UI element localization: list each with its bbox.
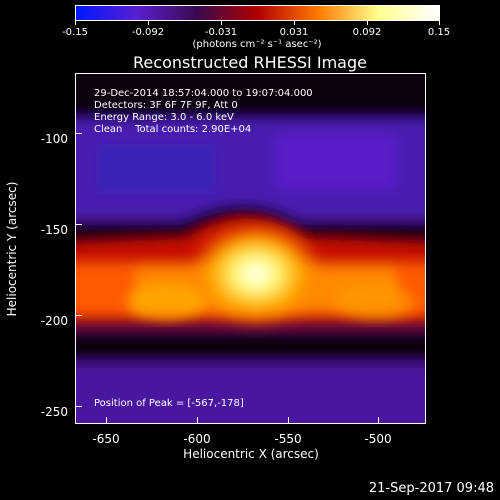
x-tick-label: -650 (92, 432, 120, 446)
x-tick-label: -550 (274, 432, 302, 446)
colorbar (75, 5, 440, 21)
y-tick-mark (76, 133, 82, 134)
y-tick-label: -100 (40, 132, 68, 146)
y-tick-mark (76, 406, 82, 407)
x-tick-label: -500 (364, 432, 392, 446)
colorbar-tick-label: -0.031 (204, 27, 238, 38)
colorbar-tick (221, 21, 222, 25)
info-detectors: Detectors: 3F 6F 7F 9F, Att 0 (94, 100, 238, 111)
info-energy-range: Energy Range: 3.0 - 6.0 keV (94, 112, 234, 123)
colorbar-tick (75, 21, 76, 25)
colorbar-tick-label: -0.092 (131, 27, 165, 38)
colorbar-tick-label: -0.15 (62, 27, 88, 38)
y-tick-mark (76, 315, 82, 316)
y-tick-label: -250 (40, 405, 68, 419)
x-tick-mark (197, 417, 198, 423)
plot-title: Reconstructed RHESSI Image (133, 53, 367, 72)
colorbar-tick-label: 0.031 (279, 27, 309, 38)
rhessi-image (76, 74, 425, 423)
colorbar-tick-label: 0.092 (352, 27, 382, 38)
info-clean-counts: Clean Total counts: 2.90E+04 (94, 124, 252, 135)
x-axis-label: Heliocentric X (arcsec) (183, 447, 319, 461)
y-axis-label: Heliocentric Y (arcsec) (5, 181, 19, 317)
image-plot: 29-Dec-2014 18:57:04.000 to 19:07:04.000… (75, 73, 426, 424)
y-tick-mark (76, 224, 82, 225)
colorbar-tick (294, 21, 295, 25)
colorbar-tick (148, 21, 149, 25)
info-time-range: 29-Dec-2014 18:57:04.000 to 19:07:04.000 (94, 88, 313, 99)
x-tick-mark (378, 417, 379, 423)
colorbar-units: (photons cm⁻² s⁻¹ asec⁻²) (192, 39, 322, 50)
info-peak-position: Position of Peak = [-567,-178] (94, 398, 244, 409)
x-tick-mark (106, 417, 107, 423)
y-tick-label: -150 (40, 223, 68, 237)
colorbar-tick (439, 21, 440, 25)
colorbar-tick (367, 21, 368, 25)
x-tick-label: -600 (183, 432, 211, 446)
x-tick-mark (288, 417, 289, 423)
timestamp: 21-Sep-2017 09:48 (368, 481, 494, 496)
colorbar-tick-label: 0.15 (427, 27, 451, 38)
y-tick-label: -200 (40, 314, 68, 328)
